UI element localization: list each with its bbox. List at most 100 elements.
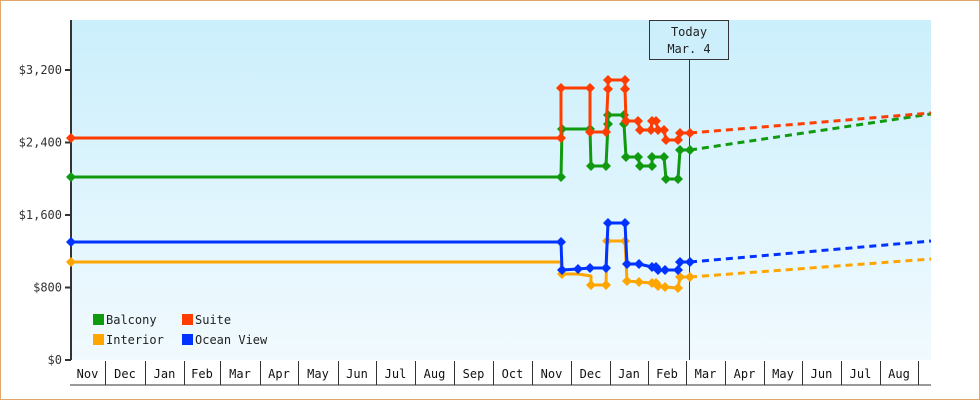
legend-swatch	[93, 314, 104, 325]
data-point-marker[interactable]	[66, 257, 76, 267]
x-month-label: Nov	[541, 367, 563, 381]
data-point-marker[interactable]	[634, 277, 644, 287]
data-point-marker[interactable]	[653, 281, 663, 291]
forecast-line	[689, 239, 932, 264]
data-point-marker[interactable]	[673, 265, 683, 275]
data-point-marker[interactable]	[585, 263, 595, 273]
data-point-marker[interactable]	[685, 145, 695, 155]
data-point-marker[interactable]	[647, 152, 657, 162]
data-point-marker[interactable]	[603, 75, 613, 85]
legend-swatch	[93, 334, 104, 345]
legend-label: Balcony	[106, 313, 157, 327]
today-label: Today	[670, 25, 708, 39]
data-point-marker[interactable]	[673, 174, 683, 184]
data-point-marker[interactable]	[675, 257, 685, 267]
legend-label: Suite	[195, 313, 231, 327]
series-ocean-view	[66, 218, 932, 275]
data-point-marker[interactable]	[660, 265, 670, 275]
y-tick-label: $3,200	[19, 63, 62, 77]
x-month-label: Aug	[424, 367, 446, 381]
today-date: Mar. 4	[667, 42, 711, 56]
data-point-marker[interactable]	[586, 280, 596, 290]
x-month-label: Aug	[888, 367, 910, 381]
data-point-marker[interactable]	[685, 257, 695, 267]
data-point-marker[interactable]	[585, 83, 595, 93]
legend-label: Ocean View	[195, 333, 268, 347]
data-point-marker[interactable]	[601, 280, 611, 290]
data-point-marker[interactable]	[557, 265, 567, 275]
x-month-label: Oct	[502, 367, 524, 381]
y-tick-label: $1,600	[19, 208, 62, 222]
data-point-marker[interactable]	[603, 84, 613, 94]
data-point-marker[interactable]	[556, 237, 566, 247]
data-point-marker[interactable]	[573, 264, 583, 274]
data-point-marker[interactable]	[675, 128, 685, 138]
data-point-marker[interactable]	[601, 127, 611, 137]
data-point-marker[interactable]	[66, 237, 76, 247]
x-month-label: Jan	[618, 367, 640, 381]
data-point-marker[interactable]	[66, 172, 76, 182]
data-point-marker[interactable]	[685, 272, 695, 282]
data-point-marker[interactable]	[647, 161, 657, 171]
plot-area	[71, 20, 931, 360]
data-point-marker[interactable]	[651, 116, 661, 126]
legend-swatch	[182, 334, 193, 345]
x-month-label: Sep	[463, 367, 485, 381]
data-point-marker[interactable]	[675, 145, 685, 155]
x-month-label: Jun	[811, 367, 833, 381]
x-month-label: Apr	[268, 367, 290, 381]
x-month-label: May	[772, 367, 794, 381]
x-month-label: Mar	[229, 367, 251, 381]
data-point-marker[interactable]	[601, 161, 611, 171]
data-point-marker[interactable]	[646, 125, 656, 135]
data-point-marker[interactable]	[621, 152, 631, 162]
data-point-marker[interactable]	[585, 127, 595, 137]
series-suite	[66, 75, 932, 145]
x-month-label: Feb	[191, 367, 213, 381]
data-point-marker[interactable]	[586, 161, 596, 171]
data-point-marker[interactable]	[620, 75, 630, 85]
data-point-marker[interactable]	[622, 276, 632, 286]
data-point-marker[interactable]	[622, 259, 632, 269]
data-point-marker[interactable]	[66, 133, 76, 143]
data-point-marker[interactable]	[659, 125, 669, 135]
data-point-marker[interactable]	[653, 125, 663, 135]
x-month-label: Jan	[154, 367, 176, 381]
data-point-marker[interactable]	[661, 174, 671, 184]
data-point-marker[interactable]	[556, 172, 566, 182]
x-month-label: Dec	[114, 367, 136, 381]
x-month-label: Apr	[734, 367, 756, 381]
data-point-marker[interactable]	[601, 263, 611, 273]
legend-label: Interior	[106, 333, 164, 347]
forecast-line	[689, 257, 932, 279]
y-axis: $0 $800 $1,600 $2,400 $3,200	[19, 20, 72, 367]
x-month-label: Dec	[580, 367, 602, 381]
data-point-marker[interactable]	[685, 128, 695, 138]
y-tick-label: $0	[48, 353, 62, 367]
data-point-marker[interactable]	[661, 135, 671, 145]
data-point-marker[interactable]	[653, 265, 663, 275]
x-month-label: Jul	[385, 367, 407, 381]
x-month-label: Jun	[346, 367, 368, 381]
data-point-marker[interactable]	[556, 133, 566, 143]
forecast-line	[689, 111, 932, 135]
data-point-marker[interactable]	[635, 161, 645, 171]
y-tick-label: $800	[33, 281, 62, 295]
data-point-marker[interactable]	[620, 218, 630, 228]
data-point-marker[interactable]	[634, 259, 644, 269]
data-point-marker[interactable]	[556, 83, 566, 93]
data-point-marker[interactable]	[659, 152, 669, 162]
x-month-label: May	[307, 367, 329, 381]
data-point-marker[interactable]	[603, 218, 613, 228]
legend-item-suite: Suite	[182, 313, 231, 327]
legend-item-interior: Interior	[93, 333, 164, 347]
x-month-label: Mar	[695, 367, 717, 381]
data-point-marker[interactable]	[633, 152, 643, 162]
data-point-marker[interactable]	[635, 125, 645, 135]
data-point-marker[interactable]	[633, 116, 643, 126]
data-point-marker[interactable]	[660, 282, 670, 292]
data-point-marker[interactable]	[621, 116, 631, 126]
data-point-marker[interactable]	[673, 283, 683, 293]
data-point-marker[interactable]	[620, 84, 630, 94]
